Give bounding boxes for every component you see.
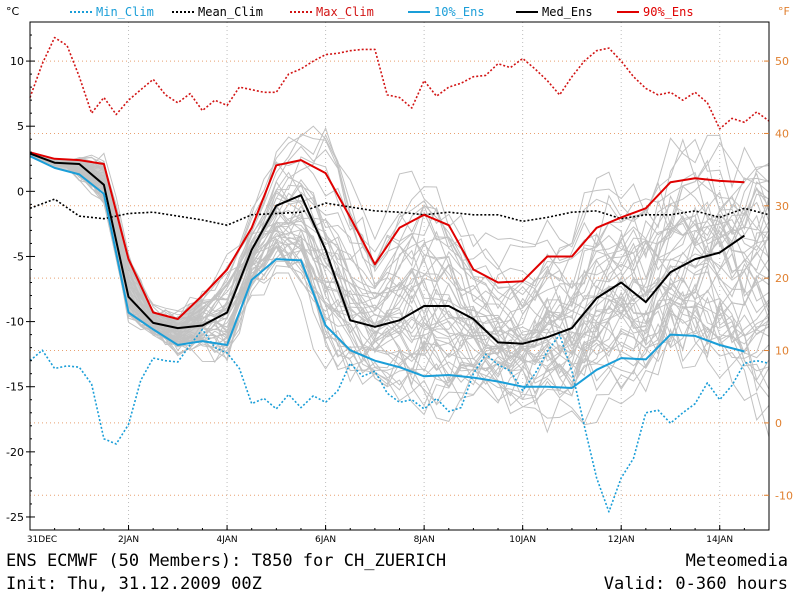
y-tick-label: 5 [17,120,24,133]
x-tick-label: 6JAN [315,535,336,545]
ensemble-member-line [29,125,770,321]
y-tick-label: -10 [6,316,24,329]
brand-label: Meteomedia [685,551,788,571]
legend-min-clim-label: Min_Clim [96,5,154,19]
x-tick-label: 12JAN [608,535,635,545]
ensemble-member-line [29,154,770,363]
ensemble-member-line [29,152,770,401]
p10-ens-line [29,155,745,389]
ensemble-members-layer [29,125,770,438]
legend-mean-clim-label: Mean_Clim [198,5,263,19]
y-tick-label: -5 [13,250,24,263]
x-tick-label: 31DEC [27,535,57,545]
x-tick-label: 8JAN [414,535,435,545]
x-tick-label: 14JAN [706,535,733,545]
y2-tick-label: 10 [775,345,789,358]
y2-tick-label: -10 [775,489,793,502]
y2-tick-label: 30 [775,200,789,213]
legend-med-ens-label: Med_Ens [542,5,593,19]
legend-max-clim-label: Max_Clim [316,5,374,19]
ensemble-member-line [29,153,770,386]
y2-axis-unit: °F [778,5,790,18]
chart-title: ENS ECMWF (50 Members): T850 for CH_ZUER… [6,551,447,571]
y2-tick-label: 40 [775,127,789,140]
y-tick-label: 10 [10,55,24,68]
y2-tick-label: 50 [775,55,789,68]
ensemble-member-line [29,152,770,360]
init-time: Init: Thu, 31.12.2009 00Z [6,574,262,594]
y-tick-label: -25 [6,511,24,524]
ensemble-member-line [29,142,770,320]
ensemble-member-line [29,153,770,372]
legend-p90-ens-label: 90%_Ens [643,5,694,19]
p90-ens-line [29,151,745,320]
ensemble-member-line [29,153,770,321]
max-clim-line [29,36,770,130]
ensemble-member-line [29,152,770,377]
med-ens-line [29,152,745,345]
ensemble-member-line [29,154,770,393]
y2-tick-label: 20 [775,272,789,285]
mean-clim-line [29,198,770,226]
y-tick-label: 0 [17,185,24,198]
y2-tick-label: 0 [775,417,782,430]
ensemble-member-line [29,154,770,397]
ensemble-member-line [29,126,770,316]
legend-layer: Min_Clim Mean_Clim Max_Clim 10%_Ens Med_Ens 9… [70,5,694,19]
series-layer [29,36,770,513]
y-axis-unit: °C [6,5,20,18]
x-tick-label: 2JAN [118,535,139,545]
x-tick-label: 4JAN [217,535,238,545]
valid-range: Valid: 0-360 hours [603,574,788,594]
y-tick-label: -15 [6,381,24,394]
x-tick-label: 10JAN [509,535,536,545]
y-tick-label: -20 [6,446,24,459]
ensemble-member-line [29,152,770,341]
legend-p10-ens-label: 10%_Ens [434,5,485,19]
